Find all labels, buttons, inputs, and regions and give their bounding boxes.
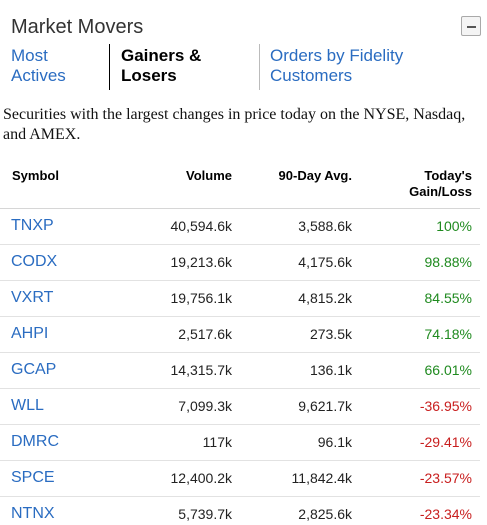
volume-cell: 19,756.1k (120, 280, 240, 317)
tab-bar: Most Actives Gainers & Losers Orders by … (0, 44, 487, 90)
column-header-gain-loss-line2: Gain/Loss (409, 184, 472, 199)
avg-volume-cell: 2,825.6k (240, 496, 360, 525)
gain-loss-cell: 66.01% (360, 352, 480, 389)
volume-cell: 7,099.3k (120, 388, 240, 425)
avg-volume-cell: 4,815.2k (240, 280, 360, 317)
column-header-symbol: Symbol (0, 155, 120, 209)
table-row: GCAP 14,315.7k 136.1k 66.01% (0, 352, 480, 389)
column-header-gain-loss: Today's Gain/Loss (360, 155, 480, 209)
table-row: NTNX 5,739.7k 2,825.6k -23.34% (0, 496, 480, 525)
avg-volume-cell: 11,842.4k (240, 460, 360, 497)
tab-label: Most (11, 46, 48, 65)
volume-cell: 2,517.6k (120, 316, 240, 353)
volume-cell: 40,594.6k (120, 208, 240, 245)
gain-loss-cell: 84.55% (360, 280, 480, 317)
avg-volume-cell: 3,588.6k (240, 208, 360, 245)
table-row: AHPI 2,517.6k 273.5k 74.18% (0, 316, 480, 353)
symbol-link[interactable]: GCAP (0, 352, 120, 389)
table-row: CODX 19,213.6k 4,175.6k 98.88% (0, 244, 480, 281)
table-row: SPCE 12,400.2k 11,842.4k -23.57% (0, 460, 480, 497)
tab-label: Orders by Fidelity (270, 46, 404, 65)
table-row: WLL 7,099.3k 9,621.7k -36.95% (0, 388, 480, 425)
table-row: DMRC 117k 96.1k -29.41% (0, 424, 480, 461)
gain-loss-cell: 98.88% (360, 244, 480, 281)
column-header-gain-loss-line1: Today's (424, 168, 472, 183)
movers-table: Symbol Volume 90-Day Avg. Today's Gain/L… (0, 155, 480, 525)
widget-header: Market Movers (11, 15, 481, 41)
widget-title: Market Movers (11, 16, 144, 38)
symbol-link[interactable]: WLL (0, 388, 120, 425)
symbol-link[interactable]: NTNX (0, 496, 120, 525)
tab-label: Actives (11, 66, 66, 85)
volume-cell: 117k (120, 424, 240, 461)
symbol-link[interactable]: DMRC (0, 424, 120, 461)
column-header-volume: Volume (120, 155, 240, 209)
gain-loss-cell: -36.95% (360, 388, 480, 425)
tab-most-actives[interactable]: Most Actives (11, 46, 106, 86)
gain-loss-cell: 74.18% (360, 316, 480, 353)
gain-loss-cell: -29.41% (360, 424, 480, 461)
column-header-90-day-avg: 90-Day Avg. (240, 155, 360, 209)
table-header-row: Symbol Volume 90-Day Avg. Today's Gain/L… (0, 155, 480, 209)
avg-volume-cell: 273.5k (240, 316, 360, 353)
volume-cell: 12,400.2k (120, 460, 240, 497)
symbol-link[interactable]: AHPI (0, 316, 120, 353)
symbol-link[interactable]: TNXP (0, 208, 120, 245)
tab-label: Customers (270, 66, 353, 85)
table-row: VXRT 19,756.1k 4,815.2k 84.55% (0, 280, 480, 317)
volume-cell: 14,315.7k (120, 352, 240, 389)
tab-gainers-losers[interactable]: Gainers & Losers (109, 44, 259, 90)
symbol-link[interactable]: SPCE (0, 460, 120, 497)
gain-loss-cell: 100% (360, 208, 480, 245)
avg-volume-cell: 4,175.6k (240, 244, 360, 281)
tab-label: Gainers & (121, 46, 202, 65)
volume-cell: 5,739.7k (120, 496, 240, 525)
gain-loss-cell: -23.57% (360, 460, 480, 497)
tab-label: Losers (121, 66, 177, 85)
avg-volume-cell: 136.1k (240, 352, 360, 389)
gain-loss-cell: -23.34% (360, 496, 480, 525)
symbol-link[interactable]: CODX (0, 244, 120, 281)
collapse-button[interactable] (461, 16, 481, 36)
volume-cell: 19,213.6k (120, 244, 240, 281)
description-text: Securities with the largest changes in p… (3, 106, 466, 143)
avg-volume-cell: 9,621.7k (240, 388, 360, 425)
avg-volume-cell: 96.1k (240, 424, 360, 461)
minus-icon (467, 26, 476, 28)
symbol-link[interactable]: VXRT (0, 280, 120, 317)
table-row: TNXP 40,594.6k 3,588.6k 100% (0, 208, 480, 245)
tab-orders-by-fidelity-customers[interactable]: Orders by Fidelity Customers (259, 44, 479, 90)
